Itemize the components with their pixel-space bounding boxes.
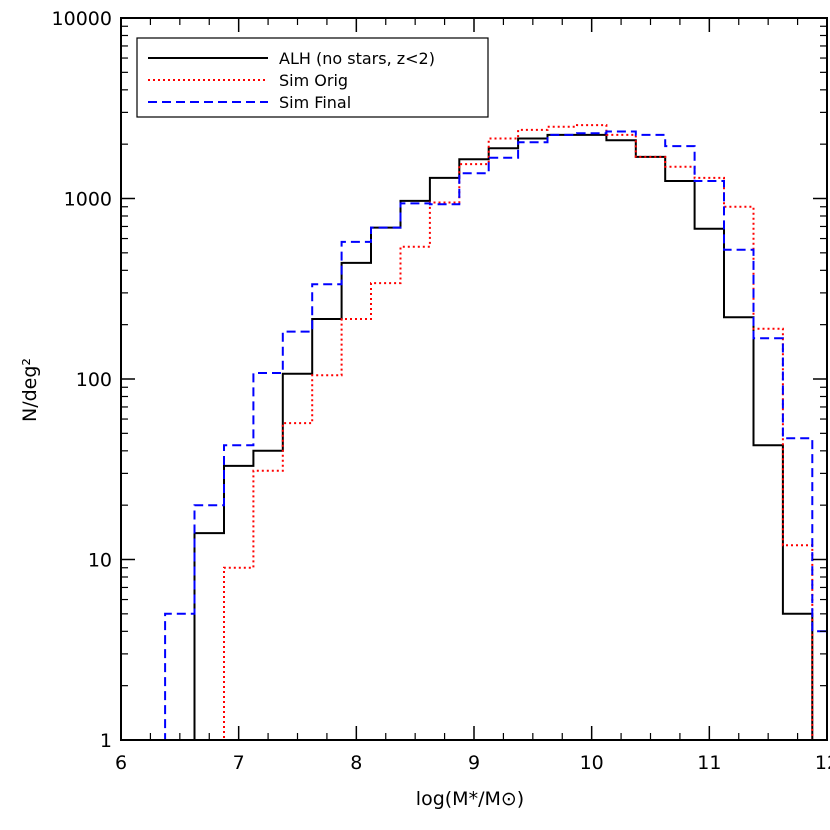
x-tick-label: 10	[580, 752, 604, 774]
legend-label-1: ALH (no stars, z<2)	[279, 49, 435, 68]
y-tick-label: 1	[100, 730, 112, 752]
series-line-2	[121, 124, 827, 741]
legend: ALH (no stars, z<2) Sim Orig Sim Final	[136, 37, 489, 118]
series-line-1	[121, 133, 827, 741]
y-tick-label: 10	[88, 550, 112, 572]
plot-frame	[120, 17, 828, 741]
y-tick-label: 1000	[64, 189, 112, 211]
legend-box	[136, 37, 489, 118]
x-tick-label: 9	[468, 752, 480, 774]
x-tick-label: 12	[815, 752, 830, 774]
legend-label-3: Sim Final	[279, 93, 351, 112]
x-tick-label: 8	[350, 752, 362, 774]
y-tick-label: 100	[76, 369, 112, 391]
x-tick-label: 6	[115, 752, 127, 774]
y-tick-label: 10000	[52, 8, 112, 30]
series-layer	[121, 124, 827, 741]
x-tick-label: 7	[233, 752, 245, 774]
y-axis-label: N/deg²	[19, 358, 41, 422]
ticks-layer: 6 7 8 9 10 11 12 1 10 100 1000 10000	[52, 8, 830, 774]
x-tick-label: 11	[697, 752, 721, 774]
x-axis-label: log(M*/M⊙)	[416, 788, 524, 810]
legend-label-2: Sim Orig	[279, 71, 348, 90]
series-line-3	[121, 130, 827, 741]
